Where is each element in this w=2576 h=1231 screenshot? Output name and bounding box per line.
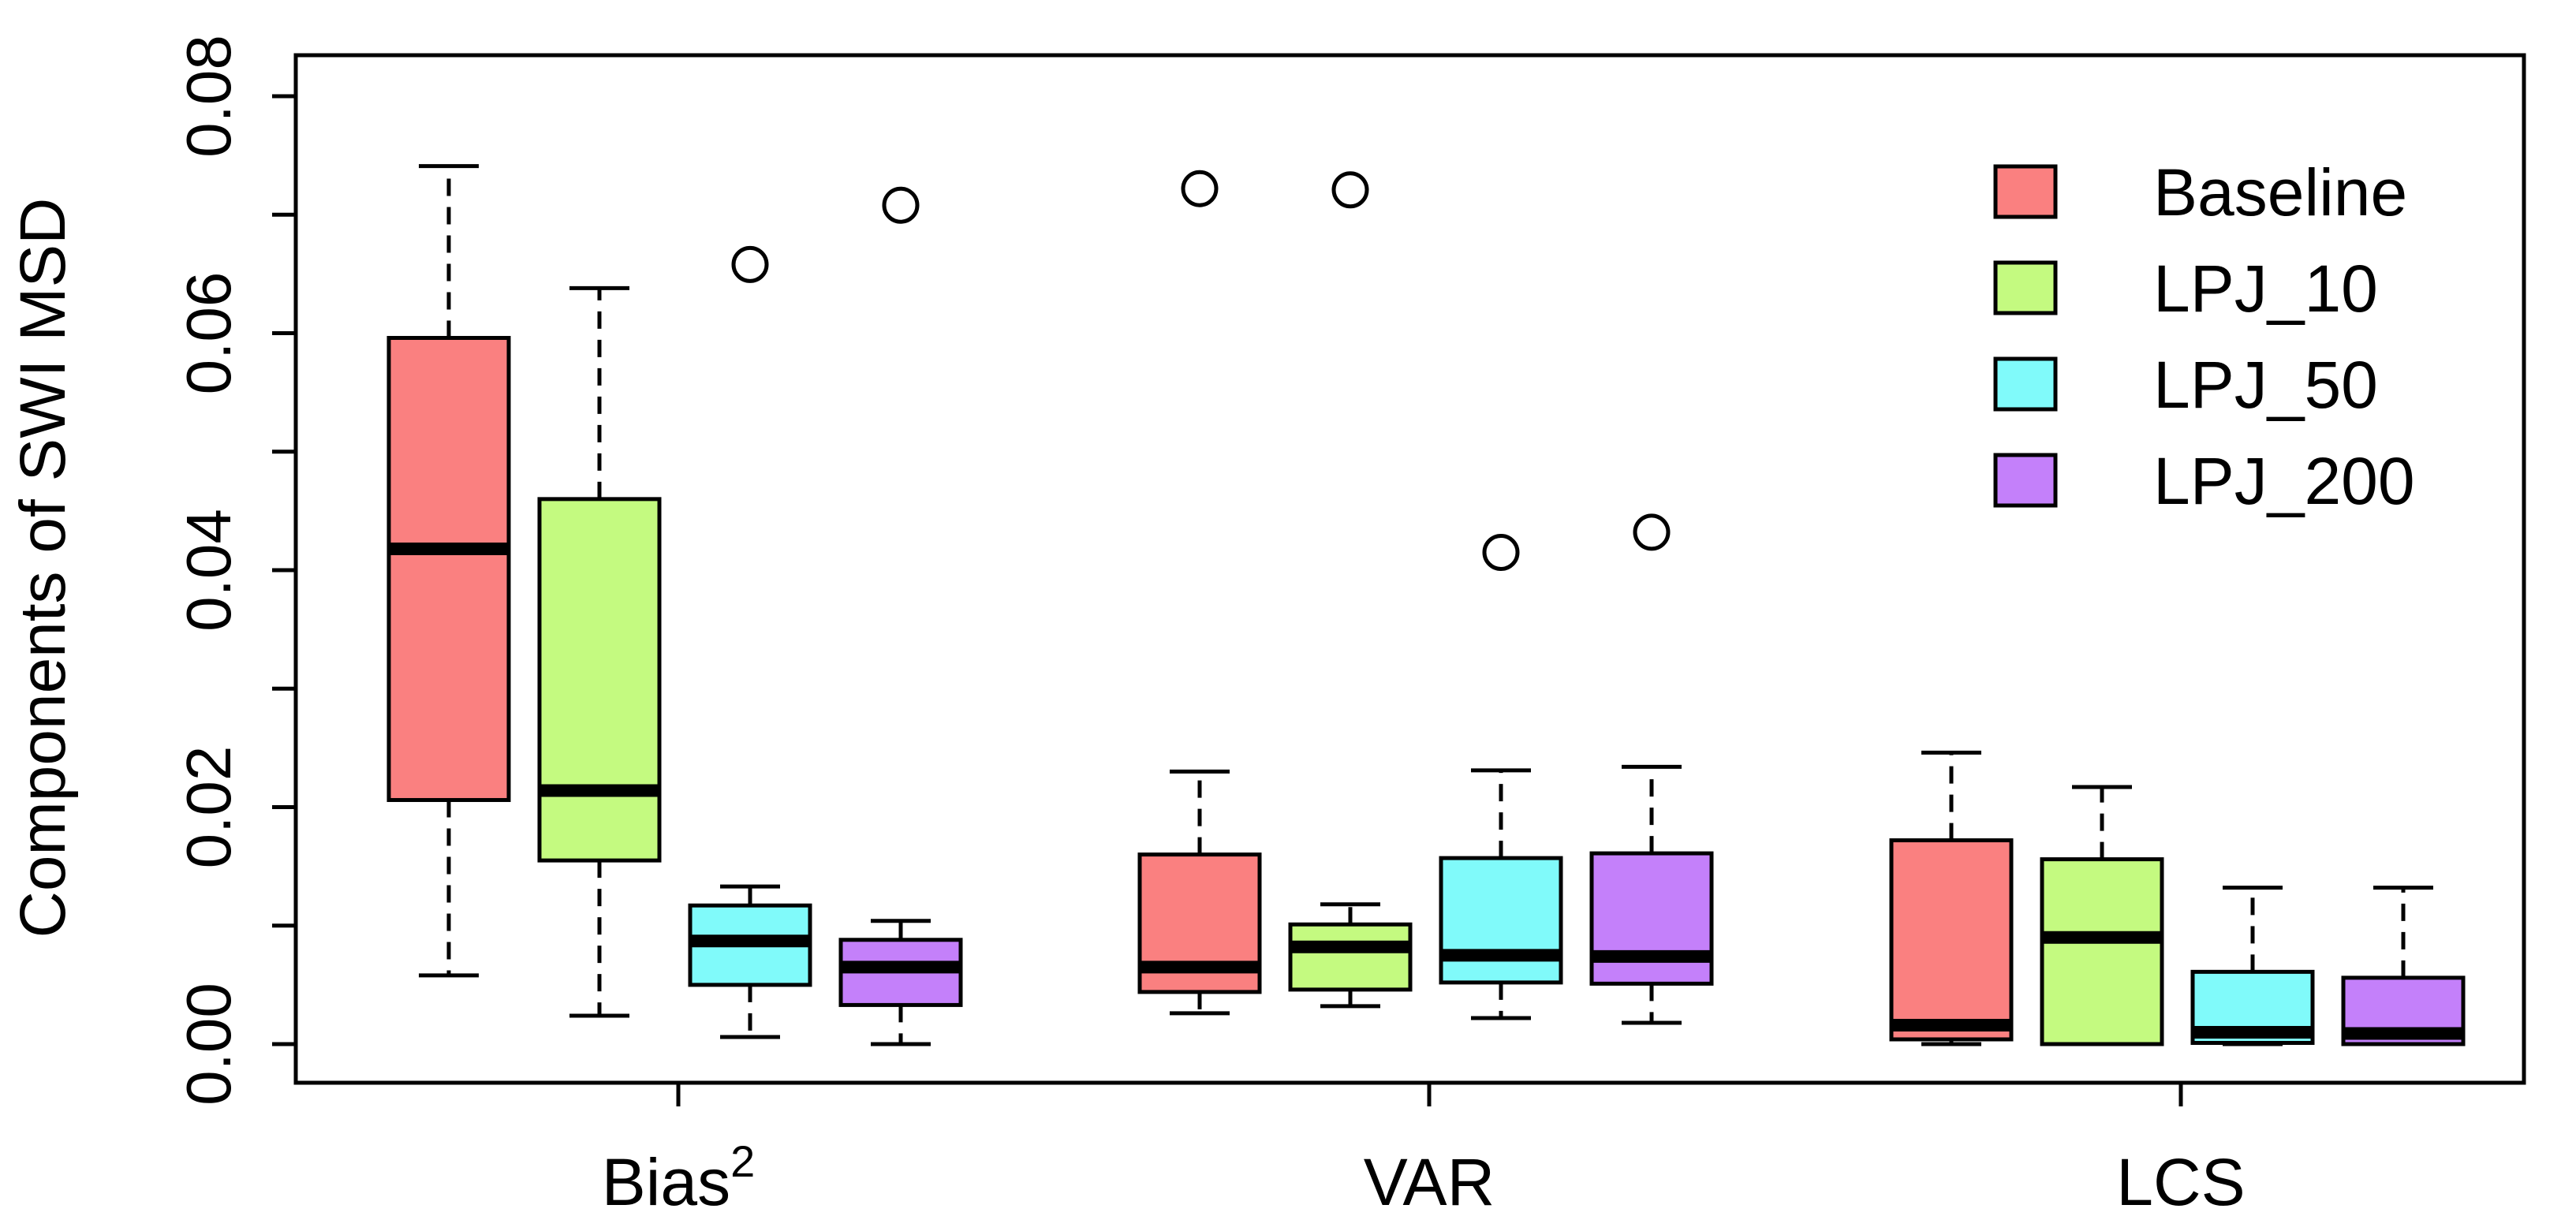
y-tick-label: 0.06 (174, 272, 244, 395)
outlier-point (1331, 171, 1369, 209)
box-body (386, 336, 511, 802)
legend-item: LPJ_200 (1993, 444, 2415, 518)
x-axis: Bias2 VAR LCS (602, 1083, 2246, 1219)
legend-swatch (1993, 164, 2058, 219)
legend-item: LPJ_50 (1993, 348, 2378, 422)
boxes-layer (386, 164, 2466, 1046)
box-LPJ_200-VAR (1589, 513, 1714, 1025)
box-Baseline-VAR (1137, 170, 1262, 1016)
outlier-point (1482, 533, 1520, 571)
legend-label: LPJ_50 (2153, 348, 2378, 422)
legend-swatch (1993, 260, 2058, 315)
box-LPJ_50-VAR (1439, 533, 1563, 1020)
box-Baseline-LCS (1889, 750, 2014, 1046)
y-tick-label: 0.08 (174, 35, 244, 158)
x-tick-label: LCS (2116, 1145, 2245, 1219)
outlier-point (731, 245, 769, 283)
x-tick-label-main: VAR (1364, 1145, 1495, 1219)
box-body (1889, 838, 2014, 1042)
box-LPJ_10-LCS (2040, 785, 2164, 1046)
legend-label: Baseline (2153, 155, 2407, 229)
outlier-point (882, 186, 920, 224)
outlier-point (1181, 170, 1219, 207)
legend-item: Baseline (1993, 155, 2407, 229)
y-tick-label: 0.02 (174, 746, 244, 869)
legend-item: LPJ_10 (1993, 252, 2378, 326)
legend-swatch (1993, 453, 2058, 508)
box-LPJ_10-VAR (1288, 171, 1413, 1009)
legend-label: LPJ_200 (2153, 444, 2415, 518)
y-tick-label: 0.04 (174, 509, 244, 632)
x-tick-label-main: LCS (2116, 1145, 2245, 1219)
box-LPJ_200-Bias (838, 186, 963, 1046)
y-tick-label: 0.00 (174, 983, 244, 1106)
x-tick-label: VAR (1364, 1145, 1495, 1219)
x-tick-label: Bias2 (602, 1136, 756, 1219)
box-body (1439, 856, 1563, 985)
box-LPJ_200-LCS (2341, 886, 2466, 1046)
legend-swatch (1993, 356, 2058, 412)
box-LPJ_50-Bias (688, 245, 812, 1039)
box-body (1288, 922, 1413, 992)
box-body (2040, 857, 2164, 1046)
x-tick-label-main: Bias (602, 1145, 730, 1219)
box-LPJ_10-Bias (537, 285, 662, 1018)
outlier-point (1633, 513, 1671, 551)
box-LPJ_50-LCS (2190, 886, 2315, 1046)
legend-label: LPJ_10 (2153, 252, 2378, 326)
x-tick-label-superscript: 2 (730, 1136, 755, 1186)
box-body (537, 497, 662, 863)
legend: Baseline LPJ_10 LPJ_50 LPJ_200 (1993, 155, 2415, 518)
y-axis: 0.00 0.02 0.04 0.06 0.08 (174, 35, 296, 1106)
y-axis-label: Components of SWI MSD (7, 198, 79, 938)
box-body (1589, 851, 1714, 986)
box-Baseline-Bias (386, 164, 511, 978)
